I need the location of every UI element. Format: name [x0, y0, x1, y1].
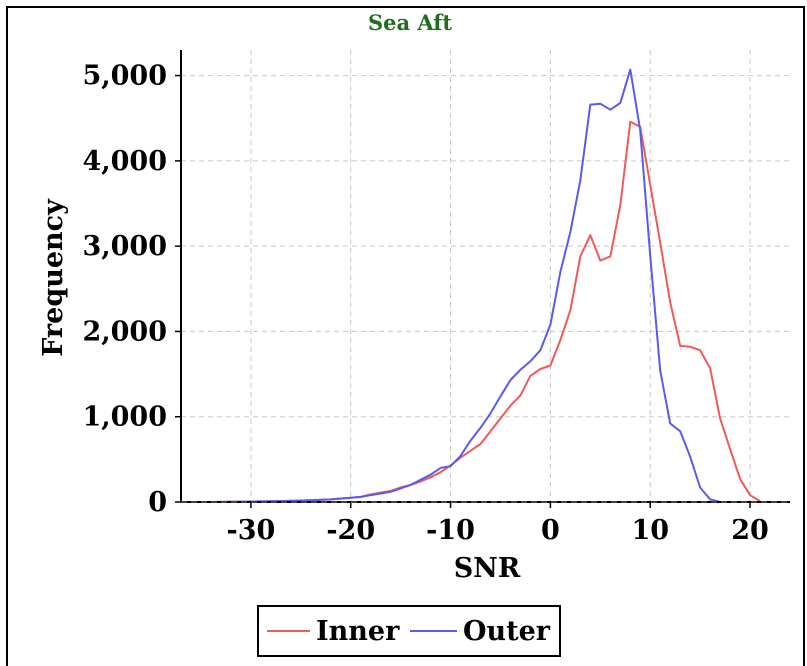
- series-line-outer: [210, 68, 751, 503]
- legend-label-outer: Outer: [463, 616, 551, 647]
- x-tick-label: -30: [226, 515, 275, 546]
- y-tick-label: 3,000: [82, 231, 167, 262]
- x-axis-label: SNR: [454, 553, 521, 584]
- x-tick-label: 10: [631, 515, 669, 546]
- x-tick-label: 20: [731, 515, 769, 546]
- tick-labels: -30 -20 -10 0 10 20 0 1,000 2,000 3,000 4,000 5,000: [82, 61, 768, 546]
- grid: [181, 50, 790, 502]
- chart-frame: [6, 6, 805, 666]
- x-tick-label: 0: [541, 515, 560, 546]
- x-tick-label: -10: [426, 515, 475, 546]
- y-tick-label: 2,000: [82, 316, 167, 347]
- axes: [175, 50, 790, 508]
- legend: Inner Outer: [257, 605, 561, 657]
- y-tick-label: 0: [148, 487, 167, 518]
- series-line-inner: [200, 120, 761, 503]
- y-axis-label: Frequency: [38, 198, 69, 357]
- y-tick-label: 1,000: [82, 402, 167, 433]
- y-tick-label: 4,000: [82, 146, 167, 177]
- x-tick-label: -20: [326, 515, 375, 546]
- chart-title: Sea Aft: [368, 10, 452, 35]
- legend-label-inner: Inner: [316, 616, 400, 647]
- series-layer: [200, 68, 761, 503]
- y-tick-label: 5,000: [82, 61, 167, 92]
